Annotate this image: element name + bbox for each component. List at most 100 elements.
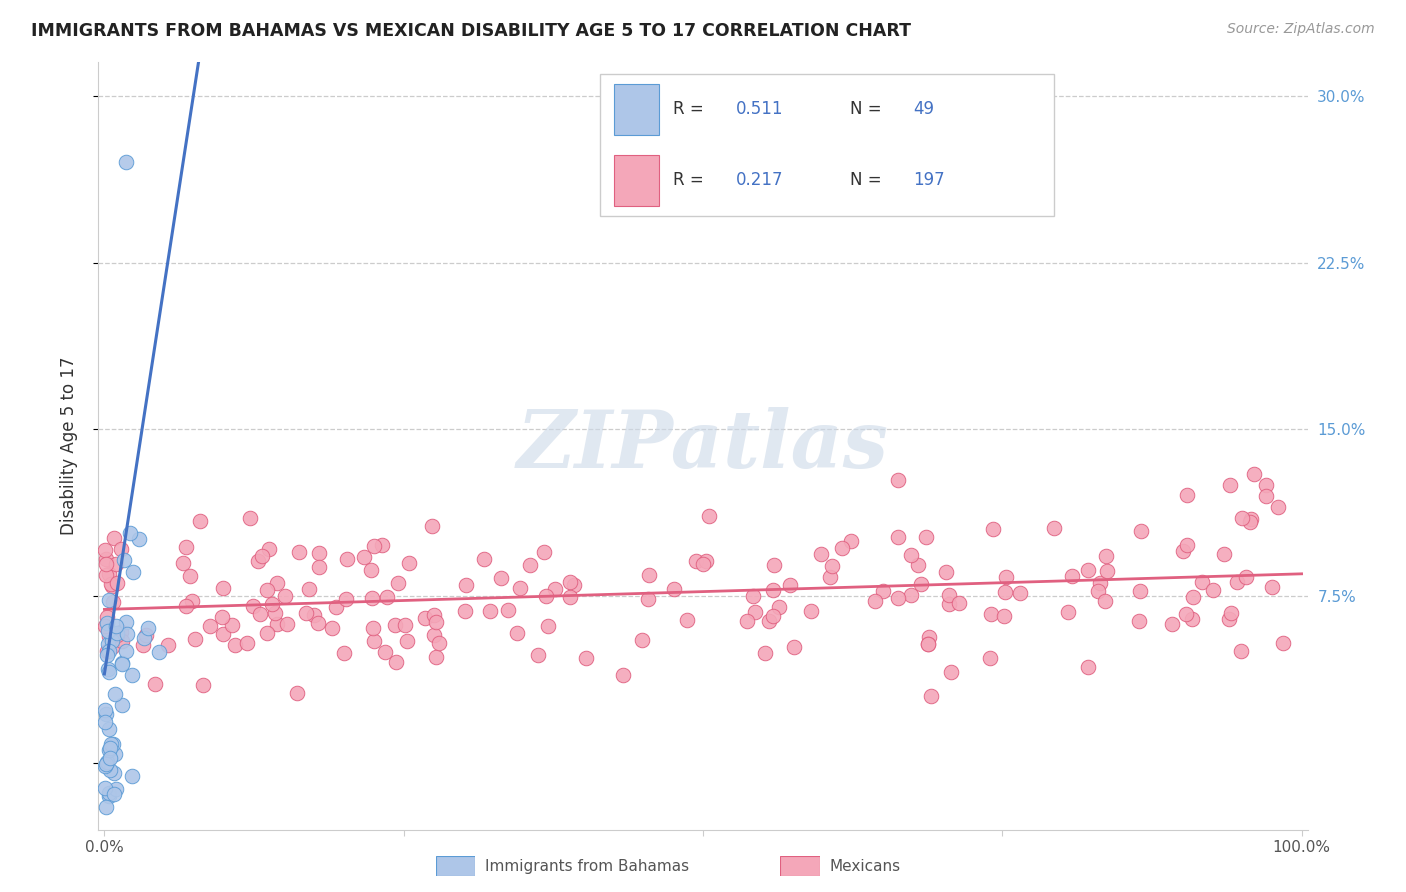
- Point: [1077, 659, 1099, 673]
- Point: [536, 589, 558, 603]
- Point: [96, 756, 118, 770]
- Point: [211, 610, 233, 624]
- Point: [264, 607, 287, 621]
- Point: [96, 610, 118, 624]
- Point: [97, 637, 120, 651]
- Point: [762, 583, 785, 598]
- Point: [1218, 612, 1240, 626]
- Point: [907, 558, 929, 573]
- Point: [375, 590, 398, 604]
- Point: [454, 604, 477, 618]
- Point: [191, 678, 214, 692]
- Point: [1219, 478, 1241, 492]
- Point: [105, 782, 128, 797]
- Point: [917, 637, 939, 651]
- Point: [107, 626, 129, 640]
- Point: [224, 639, 246, 653]
- Text: Immigrants from Bahamas: Immigrants from Bahamas: [485, 859, 689, 873]
- Point: [135, 627, 157, 641]
- Point: [249, 607, 271, 622]
- Point: [1160, 616, 1182, 631]
- Point: [128, 532, 150, 546]
- Point: [374, 645, 396, 659]
- Point: [1182, 590, 1205, 604]
- Point: [1087, 583, 1109, 598]
- Point: [363, 539, 385, 553]
- Point: [1240, 512, 1263, 526]
- Point: [148, 645, 170, 659]
- Point: [612, 667, 634, 681]
- Point: [100, 579, 122, 593]
- Point: [800, 604, 823, 618]
- Point: [256, 582, 278, 597]
- Point: [810, 547, 832, 561]
- Point: [685, 554, 707, 568]
- Point: [1271, 636, 1294, 650]
- Point: [247, 554, 270, 568]
- Point: [266, 576, 288, 591]
- Point: [115, 615, 138, 629]
- Point: [1230, 644, 1253, 658]
- Point: [212, 581, 235, 595]
- Point: [1213, 548, 1236, 562]
- Point: [1057, 605, 1080, 619]
- Point: [302, 607, 325, 622]
- Point: [111, 634, 134, 648]
- Point: [491, 571, 513, 585]
- Point: [103, 788, 125, 802]
- Point: [105, 618, 128, 632]
- Point: [96, 757, 118, 772]
- Point: [1043, 521, 1066, 535]
- Point: [174, 599, 197, 614]
- Text: Source: ZipAtlas.com: Source: ZipAtlas.com: [1227, 22, 1375, 37]
- Point: [900, 549, 922, 563]
- Point: [143, 677, 166, 691]
- Point: [188, 514, 211, 528]
- Point: [104, 747, 127, 761]
- Point: [1254, 478, 1277, 492]
- Point: [136, 621, 159, 635]
- Point: [839, 534, 862, 549]
- Point: [98, 743, 121, 757]
- Point: [308, 559, 330, 574]
- Point: [394, 617, 416, 632]
- Point: [920, 689, 942, 703]
- Point: [422, 519, 444, 533]
- Point: [1254, 489, 1277, 503]
- Point: [360, 591, 382, 605]
- Point: [900, 588, 922, 602]
- Point: [98, 665, 121, 679]
- Point: [94, 558, 117, 572]
- Point: [103, 531, 125, 545]
- Point: [1261, 580, 1284, 594]
- Point: [115, 643, 138, 657]
- Point: [104, 687, 127, 701]
- Point: [118, 525, 141, 540]
- Point: [97, 722, 120, 736]
- Point: [242, 599, 264, 614]
- Point: [100, 640, 122, 654]
- Point: [93, 543, 115, 558]
- Text: IMMIGRANTS FROM BAHAMAS VS MEXICAN DISABILITY AGE 5 TO 17 CORRELATION CHART: IMMIGRANTS FROM BAHAMAS VS MEXICAN DISAB…: [31, 22, 911, 40]
- Point: [111, 657, 134, 671]
- Point: [1094, 594, 1116, 608]
- Point: [252, 549, 274, 564]
- Point: [1181, 612, 1204, 626]
- Point: [1095, 565, 1118, 579]
- Point: [257, 541, 280, 556]
- Point: [105, 628, 128, 642]
- Point: [93, 618, 115, 632]
- Point: [266, 616, 288, 631]
- Point: [117, 627, 139, 641]
- Point: [94, 552, 117, 566]
- Point: [783, 640, 806, 654]
- Point: [96, 648, 118, 662]
- Point: [818, 570, 841, 584]
- Point: [110, 541, 132, 556]
- Point: [93, 703, 115, 717]
- Point: [385, 655, 408, 669]
- Point: [101, 737, 124, 751]
- Point: [384, 617, 406, 632]
- Point: [995, 570, 1018, 584]
- Point: [174, 540, 197, 554]
